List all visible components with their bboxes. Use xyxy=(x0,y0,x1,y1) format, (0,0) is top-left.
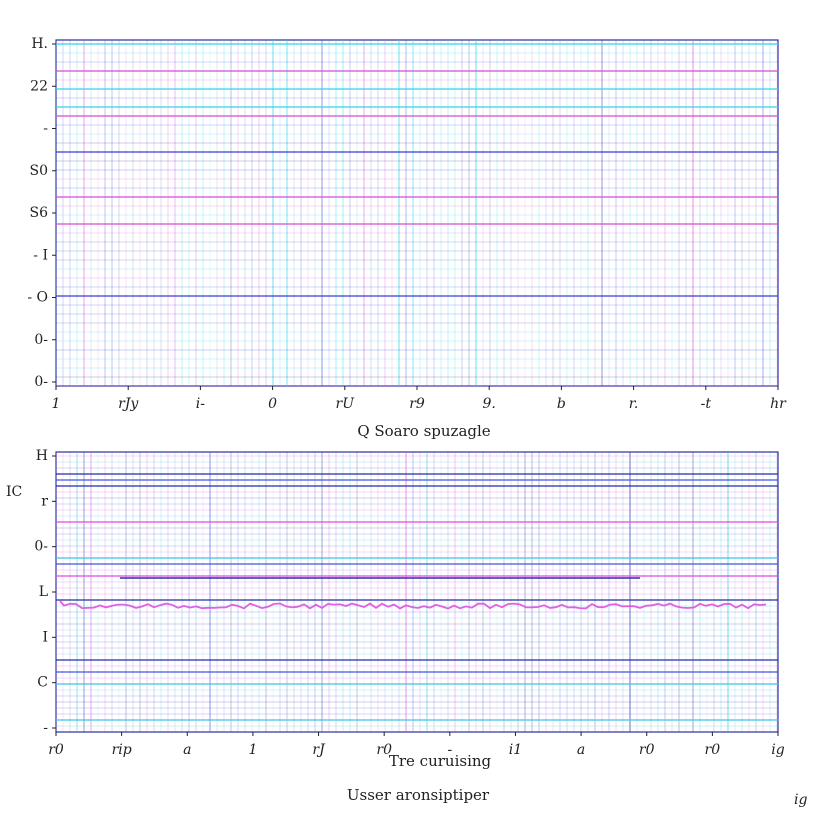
x-tick-label: hr xyxy=(770,396,787,412)
x-tick-label: a xyxy=(577,742,585,758)
y-tick-label: - I xyxy=(33,247,48,263)
x-tick-label: rip xyxy=(112,742,132,758)
y-tick-label: S6 xyxy=(30,205,49,221)
chart-bottom-grid xyxy=(55,452,778,733)
y-tick-label: 0- xyxy=(34,332,48,348)
footer-label: Usser aronsiptiper xyxy=(347,786,490,804)
chart-bottom-x-axis-label: Tre curuising xyxy=(389,752,492,770)
x-tick-label: rJy xyxy=(118,396,139,412)
x-tick-label: i1 xyxy=(509,742,522,758)
side-mark: IC xyxy=(6,484,22,500)
y-tick-label: - xyxy=(43,720,48,736)
y-tick-label: H. xyxy=(31,36,48,52)
trace-line xyxy=(59,600,767,610)
x-tick-label: -t xyxy=(701,396,712,412)
chart-bottom-y-ticks: Hr 0- L I C - xyxy=(34,448,56,736)
x-tick-label: ig xyxy=(771,742,784,758)
x-tick-label: 9. xyxy=(483,396,496,412)
chart-top-y-ticks: H. 22 - S0 S6 - I - O 0- 0- xyxy=(27,36,56,390)
chart-top-grid xyxy=(55,40,778,387)
x-tick-label: r0 xyxy=(639,742,655,758)
x-tick-label: 1 xyxy=(52,396,61,412)
x-tick-label: r0 xyxy=(705,742,721,758)
chart-top: H. 22 - S0 S6 - I - O 0- 0- 1 rJy i- 0 rU r9 9. b r. -t hr… xyxy=(27,36,787,440)
x-tick-label: 0 xyxy=(268,396,277,412)
corner-mark: ig xyxy=(794,792,807,808)
chart-bottom-plot-area xyxy=(55,451,779,733)
y-tick-label: C xyxy=(37,675,48,691)
y-tick-label: - xyxy=(43,121,48,137)
y-tick-label: 0- xyxy=(34,539,48,555)
x-tick-label: b xyxy=(557,396,566,412)
y-tick-label: 0- xyxy=(34,374,48,390)
x-tick-label: r0 xyxy=(376,742,392,758)
y-tick-label: L xyxy=(39,584,48,600)
x-tick-label: i- xyxy=(196,396,205,412)
x-tick-label: a xyxy=(183,742,191,758)
chart-bottom: Hr0-LIC- r0 rip a 1 rJ r0- i1 a r0 r0 ig Tre curui… xyxy=(34,448,784,770)
x-tick-label: rJ xyxy=(312,742,326,758)
y-tick-label: - O xyxy=(27,290,48,306)
chart-top-x-axis-label: Q Soaro spuzagle xyxy=(357,422,490,440)
x-tick-label: r. xyxy=(629,396,639,412)
chart-bottom-x-ticks: r0 rip a 1 rJ r0 - i1 a r0 r0 ig xyxy=(48,732,785,758)
chart-top-x-ticks: 1 rJy i- 0 rU r9 9. b r. -t hr xyxy=(52,386,787,412)
chart-top-plot-area xyxy=(55,39,779,387)
x-tick-label: rU xyxy=(336,396,356,412)
y-tick-label: H xyxy=(36,448,48,464)
x-tick-label: 1 xyxy=(248,742,257,758)
x-tick-label: r9 xyxy=(409,396,425,412)
x-tick-label: r0 xyxy=(48,742,64,758)
y-tick-label: I xyxy=(42,629,48,645)
y-tick-label: S0 xyxy=(30,163,49,179)
x-tick-label: - xyxy=(447,742,452,758)
y-tick-label: 22 xyxy=(30,78,48,94)
y-tick-label: r xyxy=(41,493,48,509)
